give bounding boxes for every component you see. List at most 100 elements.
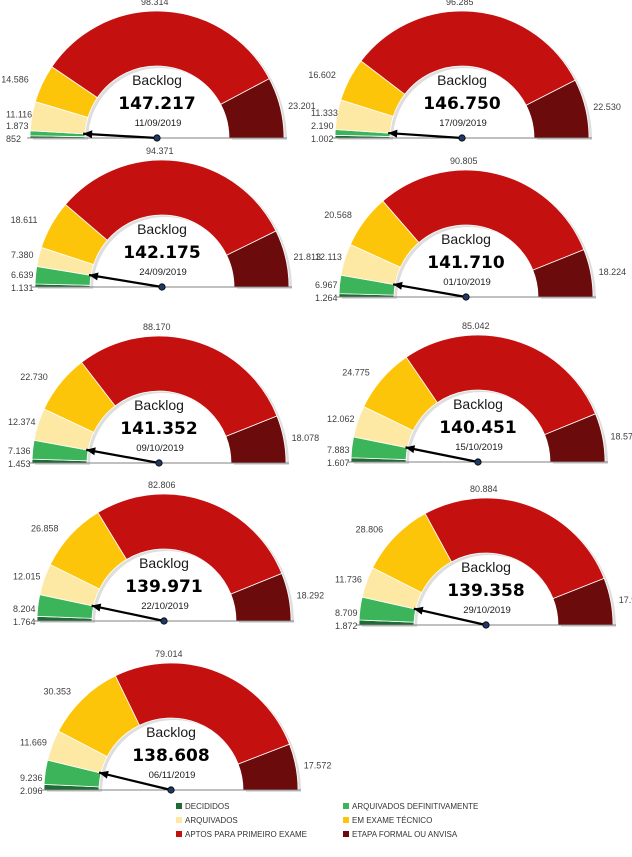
label-arquivados: 11.669	[20, 738, 47, 748]
needle-hub	[161, 618, 167, 624]
needle-hub	[159, 284, 165, 290]
label-aptos-para-primeiro-exame: 94.371	[146, 146, 174, 156]
label-arquivados-definitivamente: 2.190	[311, 121, 334, 131]
label-em-exame-tecnico: 16.602	[308, 70, 336, 80]
legend-swatch	[176, 831, 182, 837]
backlog-date: 01/10/2019	[443, 277, 491, 288]
legend-swatch	[343, 831, 349, 837]
backlog-value: 141.710	[427, 253, 505, 273]
label-etapa-formal-ou-anvisa: 17.572	[304, 761, 332, 771]
backlog-date: 15/10/2019	[455, 442, 503, 453]
needle-hub	[154, 135, 160, 141]
legend: DECIDIDOS ARQUIVADOS DEFINITIVAMENTE ARQUI…	[176, 802, 478, 839]
backlog-value: 139.358	[447, 581, 524, 601]
backlog-title: Backlog	[132, 72, 182, 88]
label-aptos-para-primeiro-exame: 96.285	[446, 0, 474, 7]
label-decididos: 1.453	[8, 459, 31, 469]
label-decididos: 2.096	[20, 786, 43, 796]
backlog-date: 11/09/2019	[135, 118, 182, 129]
label-aptos-para-primeiro-exame: 90.805	[450, 156, 478, 166]
needle-hub	[459, 135, 465, 141]
label-etapa-formal-ou-anvisa: 17.932	[619, 595, 632, 605]
gauge-2: 1.0022.19011.33316.60296.28522.530Backlo…	[308, 0, 620, 144]
backlog-value: 142.175	[123, 243, 200, 263]
label-arquivados: 12.113	[315, 252, 342, 262]
label-em-exame-tecnico: 22.730	[20, 372, 48, 382]
label-arquivados-definitivamente: 7.136	[8, 446, 31, 456]
needle	[83, 134, 157, 138]
label-decididos: 1.607	[327, 458, 350, 468]
legend-label: ARQUIVADOS	[185, 816, 238, 825]
label-arquivados: 11.333	[311, 108, 338, 118]
label-arquivados-definitivamente: 7.883	[327, 445, 350, 455]
backlog-title: Backlog	[453, 396, 503, 412]
legend-item-etapa-formal-ou-anvisa: ETAPA FORMAL OU ANVISA	[343, 830, 458, 839]
needle-hub	[475, 459, 481, 465]
backlog-title: Backlog	[134, 397, 184, 413]
needle-hub	[156, 460, 162, 466]
label-aptos-para-primeiro-exame: 85.042	[462, 321, 490, 331]
backlog-title: Backlog	[441, 231, 491, 247]
legend-swatch	[343, 803, 349, 809]
label-em-exame-tecnico: 18.611	[11, 215, 38, 225]
label-decididos: 852	[6, 134, 21, 144]
label-em-exame-tecnico: 14.586	[1, 74, 29, 84]
legend-item-arquivados: ARQUIVADOS	[176, 816, 238, 825]
legend-label: ETAPA FORMAL OU ANVISA	[352, 830, 458, 839]
label-etapa-formal-ou-anvisa: 18.224	[599, 267, 627, 277]
gauge-4: 1.2646.96712.11320.56890.80518.224Backlo…	[315, 156, 626, 303]
gauge-9: 2.096 9.236 11.669 30.353 79.014 17.572 Backlo…	[20, 649, 331, 796]
label-arquivados: 12.015	[13, 572, 41, 582]
label-arquivados: 12.374	[8, 417, 36, 427]
label-aptos-para-primeiro-exame: 98.314	[141, 0, 169, 7]
legend-label: DECIDIDOS	[185, 802, 229, 811]
label-decididos: 1.002	[311, 134, 334, 144]
backlog-title: Backlog	[146, 724, 196, 740]
gauges-group: 8521.87311.11614.58698.31423.201Backlog1…	[1, 0, 632, 796]
legend-label: EM EXAME TÉCNICO	[352, 816, 432, 825]
label-decididos: 1.264	[315, 293, 338, 303]
backlog-date: 09/10/2019	[136, 443, 184, 454]
label-em-exame-tecnico: 30.353	[44, 687, 72, 697]
legend-item-em-exame-tecnico: EM EXAME TÉCNICO	[343, 816, 432, 825]
label-em-exame-tecnico: 26.858	[31, 523, 59, 533]
gauge-5: 1.4537.13612.37422.73088.17018.078Backlo…	[8, 322, 319, 469]
label-aptos-para-primeiro-exame: 80.884	[470, 484, 498, 494]
legend-label: APTOS PARA PRIMEIRO EXAME	[185, 830, 307, 839]
legend-item-aptos-para-primeiro-exame: APTOS PARA PRIMEIRO EXAME	[176, 830, 307, 839]
legend-label: ARQUIVADOS DEFINITIVAMENTE	[352, 802, 478, 811]
backlog-value: 146.750	[423, 94, 501, 114]
label-arquivados-definitivamente: 1.873	[6, 121, 29, 131]
backlog-title: Backlog	[139, 555, 189, 571]
label-etapa-formal-ou-anvisa: 18.078	[292, 433, 320, 443]
needle	[388, 133, 462, 138]
gauge-1: 8521.87311.11614.58698.31423.201Backlog1…	[1, 0, 315, 144]
label-arquivados: 7.380	[11, 250, 34, 260]
label-arquivados-definitivamente: 9.236	[20, 773, 43, 783]
label-etapa-formal-ou-anvisa: 22.530	[593, 102, 621, 112]
label-em-exame-tecnico: 20.568	[324, 210, 352, 220]
backlog-value: 140.451	[439, 418, 516, 438]
needle-hub	[483, 622, 489, 628]
label-arquivados-definitivamente: 6.639	[11, 270, 34, 280]
label-decididos: 1.764	[13, 617, 36, 627]
label-arquivados-definitivamente: 8.709	[335, 608, 358, 618]
gauge-7: 1.7648.20412.01526.85882.80618.292Backlo…	[13, 480, 324, 627]
label-arquivados: 11.736	[335, 574, 362, 584]
backlog-value: 138.608	[132, 746, 209, 766]
label-etapa-formal-ou-anvisa: 18.572	[611, 431, 632, 441]
backlog-date: 06/11/2019	[149, 770, 196, 781]
gauge-6: 1.6077.88312.06224.77585.04218.572Backlo…	[327, 321, 632, 468]
backlog-date: 29/10/2019	[463, 605, 511, 616]
label-arquivados: 11.116	[6, 110, 32, 120]
backlog-date: 17/09/2019	[439, 118, 487, 129]
legend-swatch	[176, 803, 182, 809]
label-aptos-para-primeiro-exame: 79.014	[155, 649, 183, 659]
label-decididos: 1.872	[335, 621, 358, 631]
label-arquivados: 12.062	[327, 414, 355, 424]
backlog-value: 147.217	[118, 94, 195, 114]
legend-swatch	[343, 817, 349, 823]
gauge-3: 1.1316.6397.38018.61194.37121.813Backlog…	[11, 146, 321, 293]
backlog-date: 24/09/2019	[139, 267, 187, 278]
